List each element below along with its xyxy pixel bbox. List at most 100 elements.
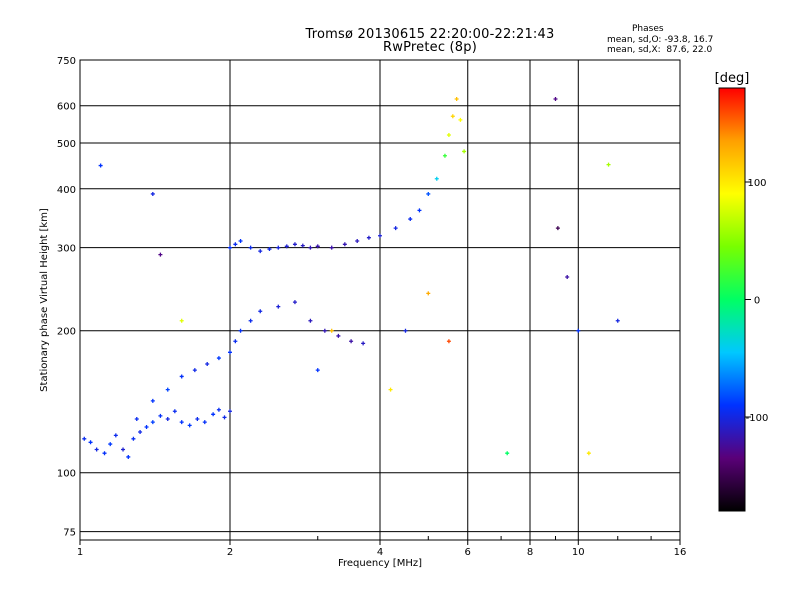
grid (80, 59, 680, 540)
chart-subtitle: RwPretec (8p) (383, 40, 477, 55)
data-point (88, 440, 93, 445)
data-point (300, 243, 305, 248)
data-point (329, 245, 334, 250)
data-point (361, 341, 366, 346)
data-point (187, 423, 192, 428)
data-point (349, 339, 354, 344)
data-point (238, 238, 243, 243)
data-point (248, 318, 253, 323)
data-point (228, 245, 232, 250)
chart-title: Tromsø 20130615 22:20:00-22:21:43 (305, 27, 555, 42)
y-tick-label: 300 (57, 244, 76, 255)
data-point (342, 242, 347, 247)
data-point (150, 398, 155, 403)
data-point (108, 442, 113, 447)
data-point (336, 333, 341, 338)
data-point (586, 451, 591, 456)
data-point (576, 328, 581, 333)
colorbar-tick-label: 0 (754, 296, 760, 307)
x-axis-label: Frequency [MHz] (338, 558, 422, 569)
data-point (202, 420, 207, 425)
data-point (267, 247, 272, 252)
y-tick-label: 600 (57, 102, 76, 113)
data-point (158, 413, 163, 418)
data-point (426, 291, 431, 296)
data-point (308, 318, 313, 323)
data-point (205, 362, 210, 367)
x-tick-label: 16 (674, 547, 687, 558)
data-point (216, 407, 221, 412)
data-points (82, 96, 620, 459)
data-point (454, 96, 459, 101)
data-point (258, 249, 263, 254)
colorbar-tick-label: -100 (746, 413, 769, 424)
y-tick-label: 400 (57, 185, 76, 196)
data-point (606, 162, 611, 167)
x-tick-label: 6 (465, 547, 471, 558)
data-point (388, 387, 393, 392)
data-point (284, 244, 289, 249)
y-tick-label: 200 (57, 327, 76, 338)
data-point (315, 244, 320, 249)
data-point (94, 447, 99, 452)
data-point (113, 433, 118, 438)
data-point (222, 415, 227, 420)
data-point (172, 409, 177, 414)
data-point (615, 318, 620, 323)
data-point (442, 153, 447, 158)
stats-line-o: mean, sd,O: -93.8, 16.7 (607, 35, 714, 45)
data-point (165, 387, 170, 392)
data-point (450, 114, 455, 119)
data-point (238, 328, 243, 333)
data-point (131, 436, 136, 441)
axes: 1 2 4 6 8 10 16 75 100 200 300 400 500 600 750 (57, 56, 686, 558)
x-tick-label: 1 (77, 547, 83, 558)
x-tick-label: 8 (527, 547, 533, 558)
data-point (165, 416, 170, 421)
data-point (82, 436, 87, 441)
data-point (276, 304, 281, 309)
stats-heading: Phases (632, 24, 664, 34)
data-point (276, 245, 281, 250)
data-point (233, 242, 238, 247)
data-point (134, 416, 139, 421)
data-point (393, 226, 398, 231)
data-point (322, 328, 327, 333)
data-point (195, 416, 200, 421)
data-point (378, 233, 382, 238)
stats-line-x: mean, sd,X: 87.6, 22.0 (607, 45, 713, 55)
data-point (446, 339, 451, 344)
data-point (126, 454, 131, 459)
x-tick-label: 2 (227, 547, 233, 558)
data-point (98, 163, 103, 168)
data-point (233, 339, 238, 344)
data-point (403, 328, 408, 333)
data-point (329, 328, 334, 333)
data-point (192, 368, 197, 373)
y-axis-label: Stationary phase Virtual Height [km] (39, 208, 50, 392)
colorbar (718, 87, 746, 512)
x-tick-label: 4 (377, 547, 383, 558)
data-point (144, 425, 149, 430)
x-tick-label: 10 (572, 547, 585, 558)
data-point (158, 252, 163, 257)
colorbar-tick-label: 100 (747, 178, 766, 189)
data-point (292, 242, 297, 247)
data-point (150, 420, 155, 425)
data-point (426, 191, 431, 196)
data-point (228, 409, 232, 414)
y-tick-label: 750 (57, 56, 76, 67)
data-point (216, 356, 221, 361)
data-point (458, 117, 463, 122)
data-point (565, 274, 570, 279)
data-point (355, 238, 360, 243)
y-tick-label: 100 (57, 469, 76, 480)
data-point (102, 451, 107, 456)
data-point (308, 245, 313, 250)
data-point (150, 191, 155, 196)
data-point (292, 300, 297, 305)
data-point (258, 309, 263, 314)
data-point (434, 176, 439, 181)
data-point (228, 350, 232, 355)
